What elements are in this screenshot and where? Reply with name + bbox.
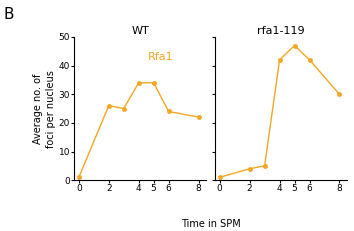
Title: rfa1-119: rfa1-119 (257, 26, 305, 36)
Title: WT: WT (131, 26, 149, 36)
Text: Time in SPM: Time in SPM (181, 219, 240, 229)
Y-axis label: Average no. of
foci per nucleus: Average no. of foci per nucleus (33, 70, 56, 148)
Text: Rfa1: Rfa1 (148, 52, 174, 62)
Text: B: B (4, 7, 14, 22)
